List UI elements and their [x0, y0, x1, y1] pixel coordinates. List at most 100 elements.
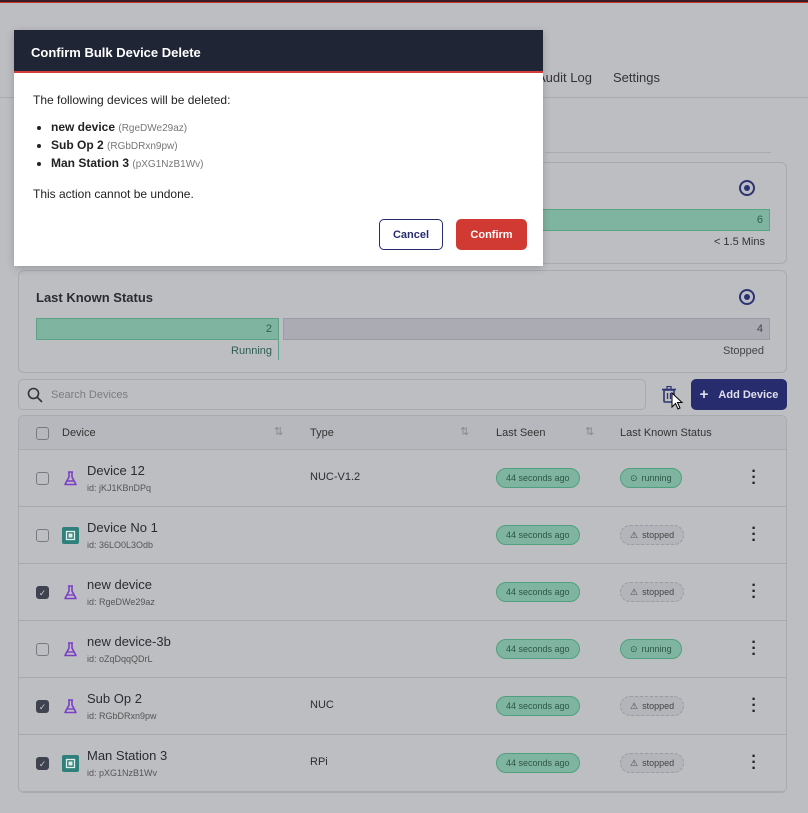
top-bar [0, 0, 808, 3]
device-id: id: pXG1NzB1Wv [87, 768, 158, 778]
device-name[interactable]: Device No 1 [87, 520, 158, 535]
status-badge: ⊙ running [620, 468, 682, 488]
device-name[interactable]: Device 12 [87, 463, 145, 478]
status-text: running [641, 473, 672, 483]
running-label: Running [231, 345, 272, 357]
bar-label: < 1.5 Mins [713, 236, 765, 248]
status-text: running [641, 644, 672, 654]
stopped-bar: 4 [283, 318, 770, 340]
devices-table: Device ⇅ Type ⇅ Last Seen ⇅ Last Known S… [18, 415, 787, 793]
device-id: id: 36LO0L3Odb [87, 540, 154, 550]
list-item: Man Station 3 (pXG1NzB1Wv) [51, 155, 524, 173]
confirm-dialog: Confirm Bulk Device Delete The following… [14, 30, 543, 266]
last-seen-badge: 44 seconds ago [496, 639, 580, 659]
kebab-menu-icon[interactable]: · · · [751, 634, 757, 663]
bar-value: 6 [756, 214, 763, 226]
last-seen-badge: 44 seconds ago [496, 468, 580, 488]
kebab-menu-icon[interactable]: · · · [751, 691, 757, 720]
warning-icon: ⚠ [630, 529, 639, 540]
warning-icon: ⚠ [630, 586, 639, 597]
device-id: id: RGbDRxn9pw [87, 711, 157, 721]
device-name[interactable]: new device-3b [87, 634, 171, 649]
mouse-cursor-icon [671, 392, 684, 410]
status-badge: ⚠ stopped [620, 696, 685, 716]
row-checkbox[interactable] [36, 472, 49, 485]
header-type[interactable]: Type [310, 427, 334, 439]
sort-icon[interactable]: ⇅ [585, 426, 595, 438]
tab-settings[interactable]: Settings [613, 70, 660, 85]
table-row[interactable]: ✓ Sub Op 2 id: RGbDRxn9pw NUC 44 seconds… [19, 678, 786, 735]
select-all-checkbox[interactable] [36, 427, 49, 440]
status-text: stopped [642, 530, 675, 540]
sort-icon[interactable]: ⇅ [274, 426, 284, 438]
row-checkbox[interactable]: ✓ [36, 586, 49, 599]
row-checkbox[interactable]: ✓ [36, 700, 49, 713]
status-card-title: Last Known Status [36, 290, 154, 305]
last-seen-badge: 44 seconds ago [496, 525, 580, 545]
kebab-menu-icon[interactable]: · · · [751, 748, 757, 777]
device-type: NUC-V1.2 [310, 471, 361, 483]
add-device-button[interactable]: + Add Device [691, 379, 787, 410]
warning-icon: ⚠ [630, 757, 639, 768]
list-item: new device (RgeDWe29az) [51, 119, 524, 137]
status-text: stopped [642, 587, 675, 597]
sort-icon[interactable]: ⇅ [460, 426, 470, 438]
confirm-button[interactable]: Confirm [456, 219, 527, 250]
running-bar: 2 [36, 318, 279, 340]
table-row[interactable]: ✓ new device id: RgeDWe29az 44 seconds a… [19, 564, 786, 621]
list-item: Sub Op 2 (RGbDRxn9pw) [51, 137, 524, 155]
last-seen-badge: 44 seconds ago [496, 696, 580, 716]
stopped-count: 4 [756, 323, 763, 335]
flask-icon [62, 641, 79, 658]
search-icon [27, 387, 43, 403]
flask-icon [62, 584, 79, 601]
status-text: stopped [642, 758, 675, 768]
device-type: NUC [310, 699, 334, 711]
table-row[interactable]: new device-3b id: oZqDqqQDrL 44 seconds … [19, 621, 786, 678]
device-name[interactable]: Sub Op 2 [87, 691, 142, 706]
play-circle-icon: ⊙ [630, 643, 638, 654]
warning-icon: ⚠ [630, 700, 639, 711]
running-marker [278, 340, 279, 360]
cancel-button[interactable]: Cancel [379, 219, 443, 250]
status-card: Last Known Status 2 Running 4 Stopped [18, 270, 787, 373]
eye-icon[interactable] [739, 180, 755, 196]
eye-icon[interactable] [739, 289, 755, 305]
kebab-menu-icon[interactable]: · · · [751, 577, 757, 606]
subtabs-divider [545, 152, 771, 153]
dialog-title: Confirm Bulk Device Delete [14, 30, 543, 73]
kebab-menu-icon[interactable]: · · · [751, 520, 757, 549]
device-type: RPi [310, 756, 328, 768]
add-device-label: Add Device [718, 388, 779, 401]
device-name[interactable]: Man Station 3 [87, 748, 168, 763]
header-last-seen[interactable]: Last Seen [496, 427, 546, 439]
last-seen-badge: 44 seconds ago [496, 582, 580, 602]
play-circle-icon: ⊙ [630, 472, 638, 483]
dialog-intro: The following devices will be deleted: [33, 93, 231, 107]
tab-audit-log[interactable]: Audit Log [537, 70, 592, 85]
status-badge: ⚠ stopped [620, 582, 685, 602]
row-checkbox[interactable] [36, 529, 49, 542]
kebab-menu-icon[interactable]: · · · [751, 463, 757, 492]
search-input[interactable]: Search Devices [18, 379, 646, 410]
header-device[interactable]: Device [62, 427, 96, 439]
device-id: id: jKJ1KBnDPq [87, 483, 152, 493]
table-row[interactable]: Device 12 id: jKJ1KBnDPq NUC-V1.2 44 sec… [19, 450, 786, 507]
status-badge: ⊙ running [620, 639, 682, 659]
chip-icon [62, 755, 79, 772]
table-header: Device ⇅ Type ⇅ Last Seen ⇅ Last Known S… [19, 416, 786, 450]
plus-icon: + [699, 386, 709, 403]
last-seen-badge: 44 seconds ago [496, 753, 580, 773]
row-checkbox[interactable] [36, 643, 49, 656]
table-row[interactable]: ✓ Man Station 3 id: pXG1NzB1Wv RPi 44 se… [19, 735, 786, 792]
device-name[interactable]: new device [87, 577, 153, 592]
running-count: 2 [265, 323, 272, 335]
search-placeholder: Search Devices [51, 388, 129, 401]
stopped-label: Stopped [723, 345, 764, 357]
row-checkbox[interactable]: ✓ [36, 757, 49, 770]
flask-icon [62, 698, 79, 715]
status-badge: ⚠ stopped [620, 525, 685, 545]
table-row[interactable]: Device No 1 id: 36LO0L3Odb 44 seconds ag… [19, 507, 786, 564]
device-list: new device (RgeDWe29az) Sub Op 2 (RGbDRx… [51, 119, 524, 173]
device-id: id: oZqDqqQDrL [87, 654, 153, 664]
